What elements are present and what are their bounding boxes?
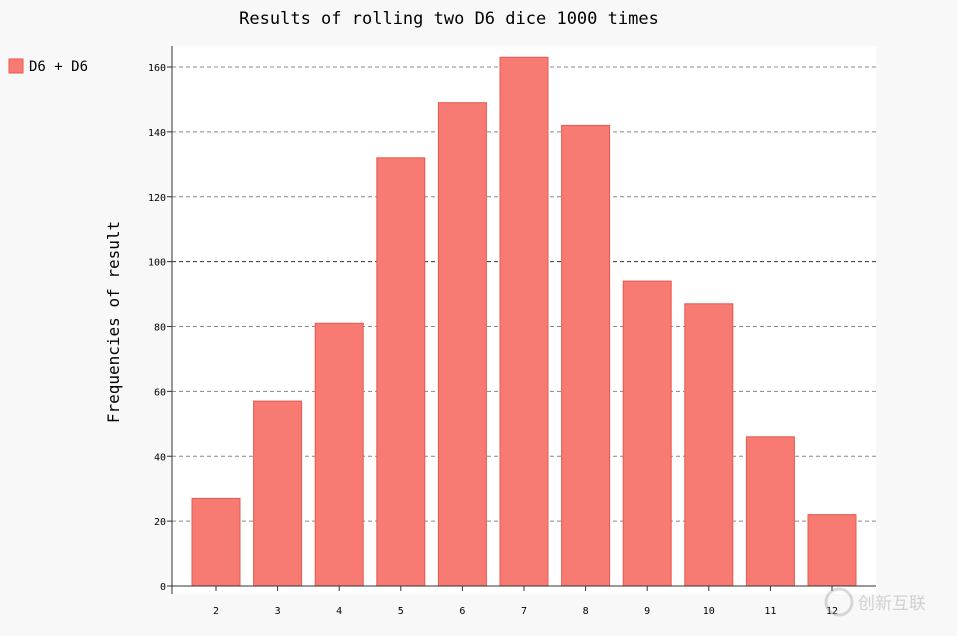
bar[interactable]	[561, 124, 611, 587]
x-tick-label: 2	[213, 606, 219, 617]
bar[interactable]	[684, 303, 734, 587]
legend-label: D6 + D6	[29, 59, 88, 75]
bar[interactable]	[807, 514, 857, 587]
x-tick-label: 7	[521, 606, 527, 617]
bar[interactable]	[314, 322, 364, 587]
bar[interactable]	[745, 436, 795, 587]
y-tick-label: 20	[154, 517, 166, 528]
x-tick-labels: 2 3 4 5 6 7 8 9 10 11 12	[213, 586, 838, 617]
watermark: 创新互联	[824, 587, 926, 617]
legend-swatch	[8, 58, 24, 74]
x-tick-label: 5	[398, 606, 404, 617]
bar[interactable]	[437, 102, 487, 587]
bar[interactable]	[622, 280, 672, 587]
watermark-logo-icon	[824, 587, 854, 617]
bar[interactable]	[376, 157, 426, 587]
y-tick-label: 100	[148, 258, 166, 269]
x-tick-label: 12	[826, 606, 838, 617]
x-tick-label: 10	[703, 606, 715, 617]
watermark-text: 创新互联	[858, 594, 926, 614]
bars	[191, 56, 857, 587]
legend[interactable]: D6 + D6	[8, 58, 88, 75]
y-axis-label: Frequencies of result	[104, 221, 123, 423]
y-tick-label: 80	[154, 323, 166, 334]
x-tick-label: 6	[459, 606, 465, 617]
bar[interactable]	[253, 400, 303, 587]
y-tick-label: 160	[148, 63, 166, 74]
x-tick-label: 4	[336, 606, 342, 617]
x-tick-label: 11	[764, 606, 776, 617]
x-tick-label: 8	[583, 606, 589, 617]
y-tick-label: 60	[154, 387, 166, 398]
chart-title: Results of rolling two D6 dice 1000 time…	[239, 9, 659, 29]
bar[interactable]	[191, 497, 241, 587]
x-tick-label: 3	[275, 606, 281, 617]
y-tick-labels: 0 20 40 60 80 100 120 140 160	[148, 63, 172, 593]
bar[interactable]	[499, 56, 549, 587]
y-tick-label: 140	[148, 128, 166, 139]
y-tick-label: 0	[160, 582, 166, 593]
y-tick-label: 120	[148, 193, 166, 204]
y-tick-label: 40	[154, 452, 166, 463]
x-tick-label: 9	[644, 606, 650, 617]
